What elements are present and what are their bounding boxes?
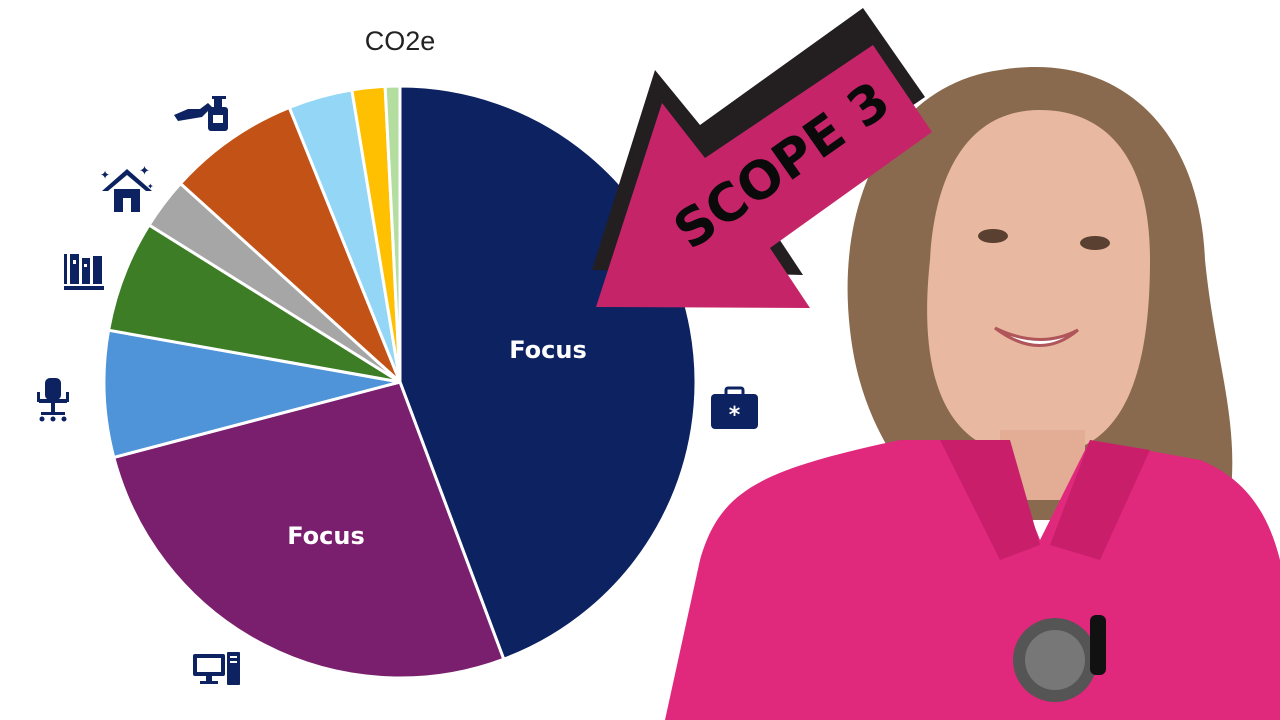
arrow-body [596, 45, 932, 308]
hand-soap-icon [174, 96, 228, 131]
slice-label-focus-purple: Focus [287, 522, 365, 550]
pie-slice-8 [383, 84, 402, 383]
office-chair-icon [37, 378, 69, 422]
svg-text:✦: ✦ [100, 168, 110, 182]
computer-icon [193, 652, 240, 685]
presenter-photo [665, 66, 1280, 720]
slice-labels: Focus Focus [287, 336, 587, 550]
svg-text:*: * [729, 403, 741, 428]
chart-title: CO2e [364, 26, 436, 56]
pie-slice-2 [102, 328, 401, 460]
svg-text:✦: ✦ [147, 182, 154, 191]
books-icon [64, 254, 104, 290]
slice-label-focus-navy: Focus [509, 336, 587, 364]
svg-text:✦: ✦ [139, 164, 150, 179]
pie-chart [102, 84, 698, 680]
pie-slice-5 [178, 105, 402, 384]
clean-house-icon: ✦ ✦ ✦ [100, 164, 154, 212]
medical-briefcase-icon: * [711, 386, 758, 429]
pie-slice-1 [111, 380, 506, 680]
